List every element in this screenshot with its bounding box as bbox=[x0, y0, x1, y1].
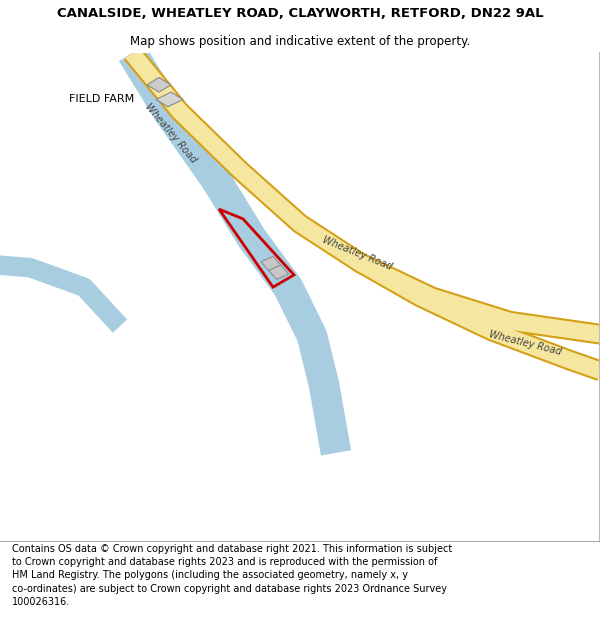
Polygon shape bbox=[261, 256, 281, 271]
Text: Map shows position and indicative extent of the property.: Map shows position and indicative extent… bbox=[130, 35, 470, 48]
Text: Contains OS data © Crown copyright and database right 2021. This information is : Contains OS data © Crown copyright and d… bbox=[12, 544, 452, 607]
Text: Wheatley Road: Wheatley Road bbox=[321, 234, 393, 271]
Text: CANALSIDE, WHEATLEY ROAD, CLAYWORTH, RETFORD, DN22 9AL: CANALSIDE, WHEATLEY ROAD, CLAYWORTH, RET… bbox=[56, 7, 544, 20]
Text: Wheatley Road: Wheatley Road bbox=[143, 102, 199, 165]
Text: FIELD FARM: FIELD FARM bbox=[69, 94, 134, 104]
Polygon shape bbox=[147, 78, 171, 92]
Text: Wheatley Road: Wheatley Road bbox=[488, 329, 562, 357]
Polygon shape bbox=[269, 265, 289, 279]
Polygon shape bbox=[156, 92, 183, 107]
